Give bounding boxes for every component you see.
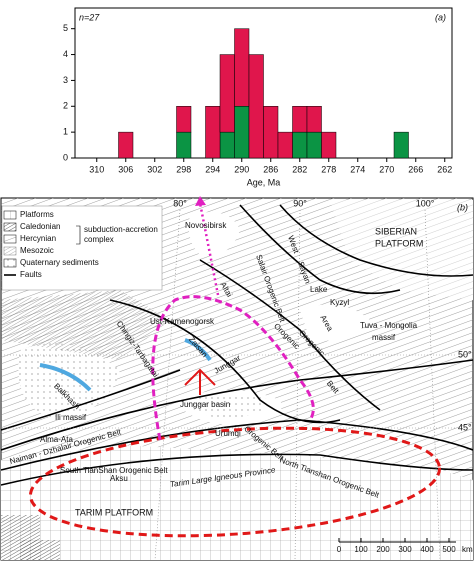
latitude: 45°	[458, 422, 472, 432]
longitude: 100°	[416, 198, 435, 208]
bar	[219, 131, 235, 159]
scale-unit: km	[462, 545, 473, 554]
bar	[263, 106, 279, 159]
map-label: Lake	[310, 285, 328, 294]
legend-label: Platforms	[20, 210, 54, 219]
scale-label: 300	[398, 545, 412, 554]
x-tick-label: 290	[234, 164, 249, 174]
x-tick-label: 274	[350, 164, 365, 174]
longitude: 90°	[293, 198, 307, 208]
bar	[219, 54, 235, 133]
x-tick-label: 302	[147, 164, 162, 174]
x-tick-label: 298	[176, 164, 191, 174]
y-tick-label: 4	[63, 49, 68, 59]
x-tick-label: 262	[437, 164, 452, 174]
map-label: Ili massif	[55, 413, 87, 422]
map-label: TARIM PLATFORM	[75, 507, 153, 517]
map-label: Urumqi	[215, 429, 241, 438]
map-label: PLATFORM	[375, 238, 423, 248]
bar	[234, 28, 250, 107]
bar	[393, 131, 409, 159]
map-label: massif	[372, 333, 396, 342]
legend-label: Quaternary sediments	[20, 258, 99, 267]
legend-label: Mesozoic	[20, 246, 54, 255]
x-tick-label: 270	[379, 164, 394, 174]
legend-label: Faults	[20, 270, 42, 279]
map-label: Aksu	[110, 474, 128, 483]
x-tick-label: 306	[118, 164, 133, 174]
legend-label: Hercynian	[20, 234, 56, 243]
bar	[205, 106, 221, 159]
panel-label: (a)	[435, 12, 446, 22]
bar	[306, 131, 322, 159]
map: (b) 80° 90° 100° 50° 45° Platforms Caledonian He…	[0, 196, 474, 561]
map-label: Ust-Kamenogorsk	[150, 317, 215, 326]
map-label: South TianShan Orogenic Belt	[60, 466, 168, 475]
panel-label: (b)	[457, 202, 468, 212]
y-tick-label: 3	[63, 75, 68, 85]
bar	[292, 106, 308, 133]
annotation: n=27	[79, 12, 100, 22]
bar	[277, 131, 293, 159]
map-label: SIBERIAN	[375, 226, 417, 236]
longitude: 80°	[173, 198, 187, 208]
x-tick-label: 278	[321, 164, 336, 174]
bar	[118, 131, 134, 159]
bar	[292, 131, 308, 159]
legend-note: complex	[84, 235, 114, 244]
legend-label: Caledonian	[20, 222, 60, 231]
latitude: 50°	[458, 349, 472, 359]
scale-label: 400	[420, 545, 434, 554]
bar	[321, 131, 337, 159]
scale-label: 100	[354, 545, 368, 554]
bar	[176, 131, 192, 159]
x-tick-label: 266	[408, 164, 423, 174]
legend-note: subduction-accretion	[84, 225, 158, 234]
map-label: Alma-Ata	[40, 435, 73, 444]
x-tick-label: 282	[292, 164, 307, 174]
map-label: Kyzyl	[330, 298, 349, 307]
map-label: Junggar basin	[180, 400, 230, 409]
scale-label: 500	[442, 545, 456, 554]
y-tick-label: 2	[63, 101, 68, 111]
scale-label: 200	[376, 545, 390, 554]
scale-label: 0	[337, 545, 342, 554]
bar	[176, 106, 192, 133]
x-tick-label: 294	[205, 164, 220, 174]
y-tick-label: 5	[63, 23, 68, 33]
map-label: Tuva - Mongolia	[360, 321, 418, 330]
x-axis-label: Age, Ma	[247, 177, 281, 187]
x-tick-label: 310	[89, 164, 104, 174]
y-tick-label: 0	[63, 152, 68, 162]
x-tick-label: 286	[263, 164, 278, 174]
bar	[248, 54, 264, 159]
y-tick-label: 1	[63, 127, 68, 137]
map-label: Novosibirsk	[185, 221, 227, 230]
bar	[234, 106, 250, 159]
bar	[306, 106, 322, 133]
